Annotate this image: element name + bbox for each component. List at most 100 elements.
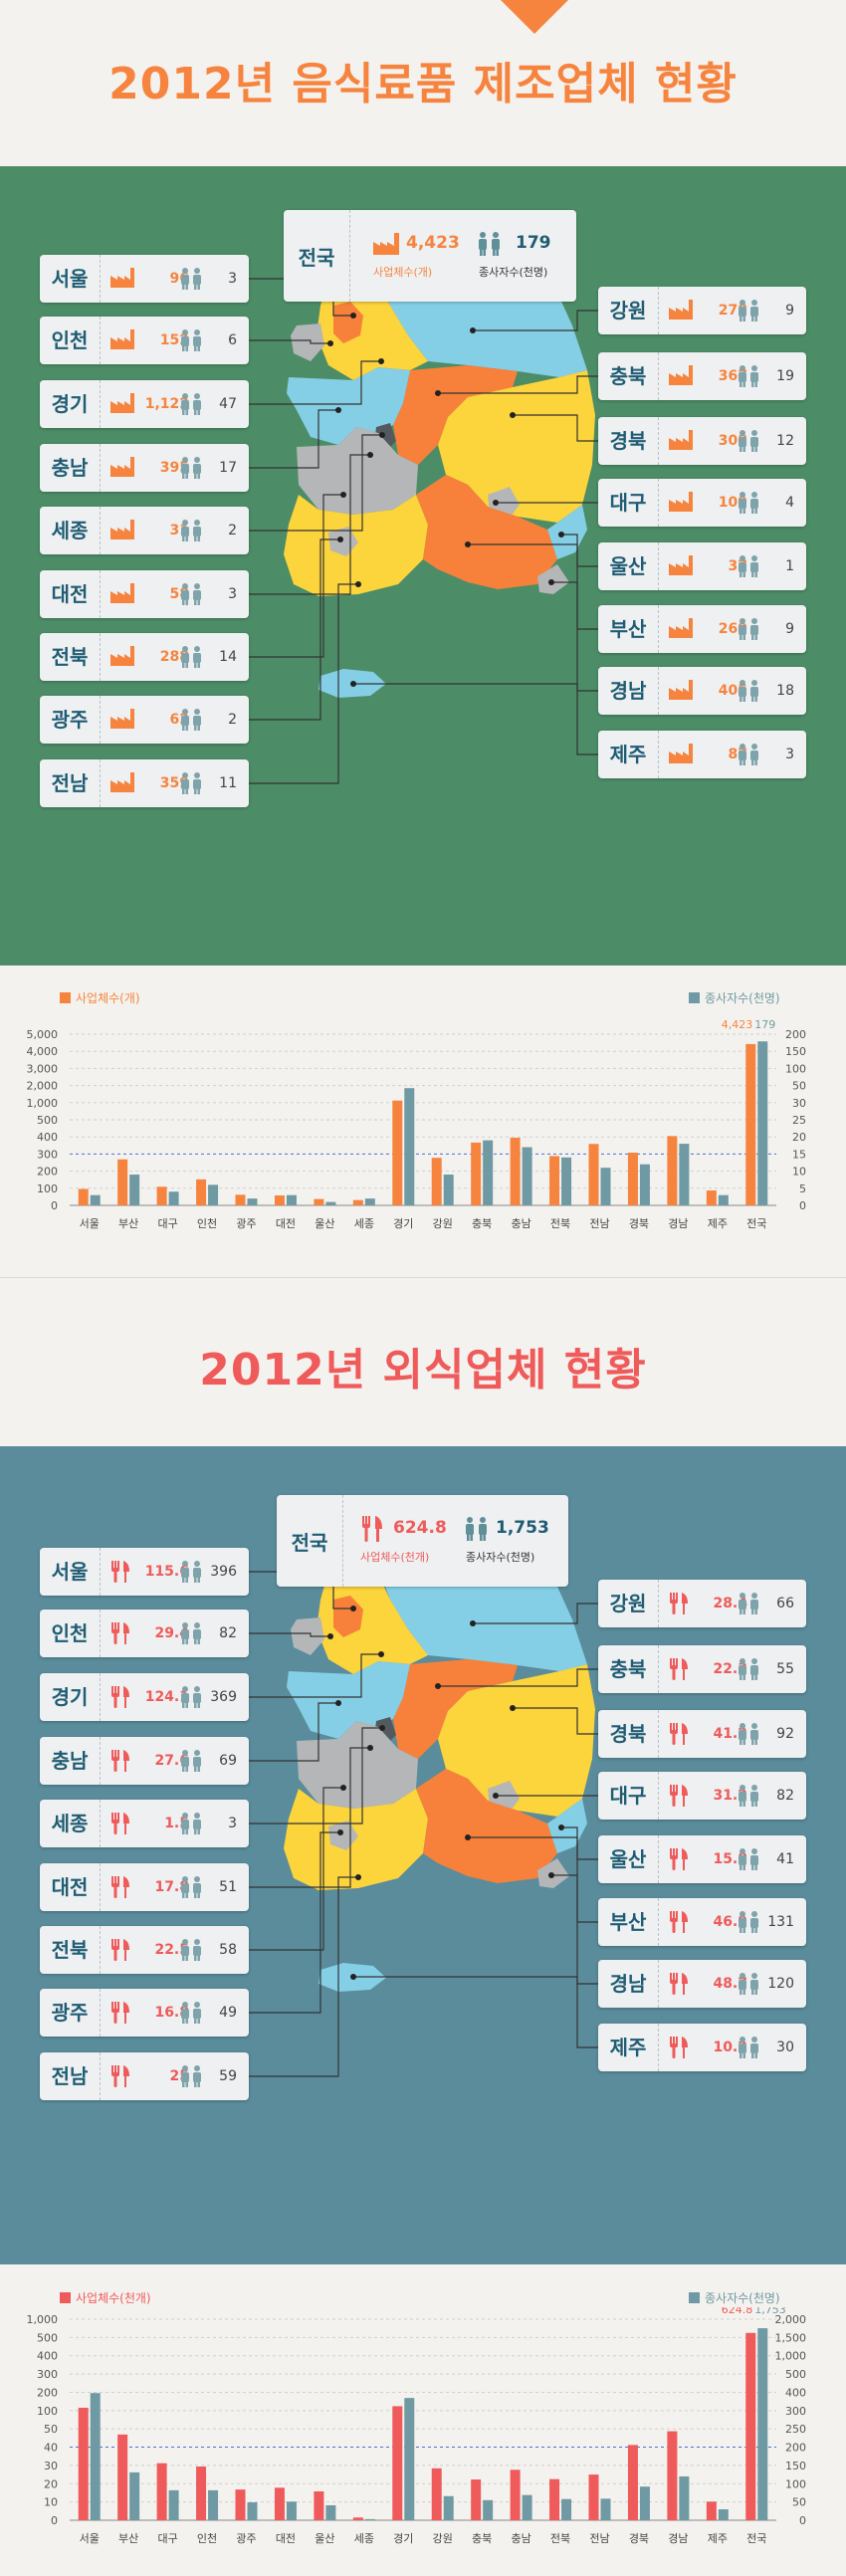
leader-line	[249, 1632, 330, 1637]
leader-lines	[249, 1571, 598, 2077]
leader-dot	[493, 500, 499, 506]
people-icon	[737, 1785, 760, 1811]
leader-line	[353, 683, 598, 755]
leader-lines	[249, 278, 598, 784]
worker-count: 17	[219, 460, 237, 476]
bar-workers-전북	[561, 2498, 572, 2520]
bar-workers-전남	[600, 1168, 611, 1205]
factory-icon	[668, 491, 694, 517]
region-jeonbuk	[297, 1721, 418, 1809]
leader-dot	[379, 432, 385, 438]
business-count: 29.4	[154, 1625, 189, 1641]
leader-dot	[367, 1745, 373, 1751]
region-name: 전북	[40, 1926, 101, 1974]
leader-dot	[548, 579, 554, 585]
bar-business-제주	[706, 1190, 717, 1205]
bar-workers-경기	[404, 1088, 415, 1205]
leader-dot	[350, 1974, 356, 1980]
left-tick-label: 200	[37, 2386, 58, 2399]
left-tick-label: 400	[37, 1131, 58, 1144]
region-seoul	[333, 302, 363, 343]
worker-count: 3	[228, 1816, 237, 1831]
bar-business-울산	[314, 1198, 324, 1205]
region-box-section2-r4: 울산 15.8 41	[598, 1835, 806, 1883]
right-tick-label: 15	[792, 1148, 806, 1161]
region-name: 경북	[598, 1710, 659, 1758]
fork-knife-icon	[668, 1910, 690, 1938]
people-icon	[179, 709, 203, 735]
category-label: 세종	[354, 1217, 374, 1230]
region-jeonnam	[284, 1789, 428, 1890]
worker-count: 19	[776, 368, 794, 384]
leader-dot	[340, 1785, 346, 1791]
worker-count: 2	[228, 712, 237, 728]
fork-knife-icon	[668, 1657, 690, 1685]
left-tick-label: 0	[51, 1199, 58, 1212]
fork-knife-icon	[109, 1812, 131, 1839]
leader-dot	[470, 327, 476, 333]
bar-business-인천	[196, 1179, 207, 1205]
region-jeonbuk	[297, 427, 418, 515]
people-icon	[179, 2065, 203, 2091]
bar-business-세종	[352, 2517, 363, 2520]
leader-dot	[335, 1700, 341, 1706]
factory-icon	[668, 554, 694, 580]
leader-line	[468, 543, 598, 692]
leader-line	[249, 1702, 338, 1762]
business-count: 22.5	[154, 1942, 189, 1958]
region-box-section2-l5: 대전 17.8 51	[40, 1863, 249, 1911]
category-label: 광주	[236, 2532, 256, 2545]
worker-count: 30	[776, 2039, 794, 2055]
bar-business-전남	[588, 2474, 599, 2520]
region-box-section2-l1: 인천 29.4 82	[40, 1610, 249, 1657]
bar-business-경기	[392, 1100, 403, 1205]
worker-count: 51	[219, 1879, 237, 1895]
people-icon	[737, 618, 760, 644]
region-chungnam	[287, 367, 410, 445]
region-incheon	[291, 323, 324, 361]
leader-line	[353, 1976, 598, 2048]
leader-dot	[337, 537, 343, 542]
region-name: 제주	[598, 731, 659, 778]
bar-workers-제주	[718, 2508, 729, 2520]
category-label: 경기	[393, 2532, 413, 2545]
leader-dot	[510, 412, 516, 418]
fork-knife-icon	[668, 1784, 690, 1812]
bar-workers-대구	[168, 1191, 179, 1205]
region-chungbuk	[393, 1659, 518, 1759]
manufacturing-map-panel: 전국 4,423 사업체수(개) 179 종사자수(천명) 서울 96 3 인천 152…	[0, 166, 846, 966]
region-name: 대구	[598, 1772, 659, 1820]
bar-business-서울	[78, 2407, 89, 2520]
region-busan	[537, 564, 569, 594]
bar-business-충북	[471, 1142, 482, 1205]
category-label: 충북	[472, 1217, 492, 1230]
leader-line	[249, 538, 340, 721]
bar-business-전국	[745, 1043, 756, 1205]
region-name: 세종	[40, 1800, 101, 1847]
right-tick-label: 1,500	[775, 2331, 807, 2344]
leader-line	[249, 1787, 343, 1951]
worker-count: 92	[776, 1726, 794, 1742]
category-label: 대전	[276, 1217, 296, 1230]
category-label: 울산	[315, 1217, 334, 1230]
region-chungnam	[287, 1661, 410, 1739]
worker-count: 3	[785, 747, 794, 762]
bar-workers-인천	[208, 1184, 219, 1205]
bar-business-전남	[588, 1144, 599, 1205]
leader-line	[249, 1653, 381, 1698]
bar-business-충남	[510, 1138, 521, 1205]
leader-line	[249, 360, 381, 405]
national-worker-caption: 종사자수(천명)	[466, 1551, 535, 1564]
leader-dot	[337, 1829, 343, 1835]
bar-workers-서울	[90, 1194, 101, 1205]
region-box-section1-l4: 세종 31 2	[40, 507, 249, 554]
region-name: 대전	[40, 570, 101, 618]
bar-workers-충북	[483, 1140, 494, 1205]
region-box-section1-l8: 전남 359 11	[40, 759, 249, 807]
region-box-section1-r4: 울산 37 1	[598, 542, 806, 590]
people-icon	[737, 1593, 760, 1618]
bar-workers-강원	[443, 1175, 454, 1205]
right-tick-label: 50	[792, 1080, 806, 1093]
category-label: 대전	[276, 2532, 296, 2545]
right-tick-label: 250	[785, 2423, 806, 2436]
